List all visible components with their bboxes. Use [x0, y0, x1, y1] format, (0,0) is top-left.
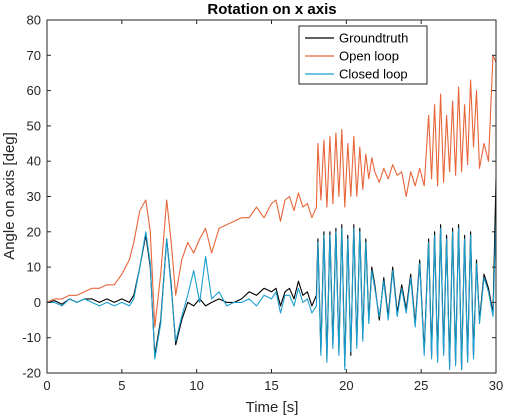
- legend-label: Open loop: [339, 49, 399, 64]
- y-axis-label: Angle on axis [deg]: [1, 132, 18, 260]
- x-axis-label: Time [s]: [246, 399, 299, 416]
- y-tick-label: 40: [27, 154, 41, 169]
- y-tick-label: 20: [27, 224, 41, 239]
- y-tick-label: 60: [27, 83, 41, 98]
- y-tick-label: 80: [27, 13, 41, 28]
- x-tick-label: 15: [264, 378, 278, 393]
- y-tick-label: -20: [22, 366, 41, 381]
- x-tick-label: 0: [43, 378, 50, 393]
- y-tick-label: -10: [22, 330, 41, 345]
- x-tick-label: 10: [189, 378, 203, 393]
- series-line-closed-loop: [47, 217, 497, 371]
- x-tick-label: 20: [339, 378, 353, 393]
- y-tick-label: 30: [27, 189, 41, 204]
- series-line-open-loop: [46, 54, 497, 328]
- legend-label: Closed loop: [339, 67, 408, 82]
- x-tick-label: 5: [118, 378, 125, 393]
- y-ticks: -20 -10 0 10 20 30 40 50 60 70 80: [22, 13, 496, 381]
- series-layer: [46, 54, 497, 371]
- x-ticks: 0 5 10 15 20 25 30: [43, 20, 503, 393]
- y-tick-label: 70: [27, 48, 41, 63]
- x-tick-label: 30: [489, 378, 503, 393]
- y-tick-label: 0: [34, 295, 41, 310]
- y-tick-label: 10: [27, 260, 41, 275]
- x-tick-label: 25: [414, 378, 428, 393]
- legend-label: Groundtruth: [339, 31, 408, 46]
- plot-area: [47, 20, 496, 373]
- y-tick-label: 50: [27, 118, 41, 133]
- legend: Groundtruth Open loop Closed loop: [298, 25, 428, 85]
- chart-title: Rotation on x axis: [207, 1, 336, 18]
